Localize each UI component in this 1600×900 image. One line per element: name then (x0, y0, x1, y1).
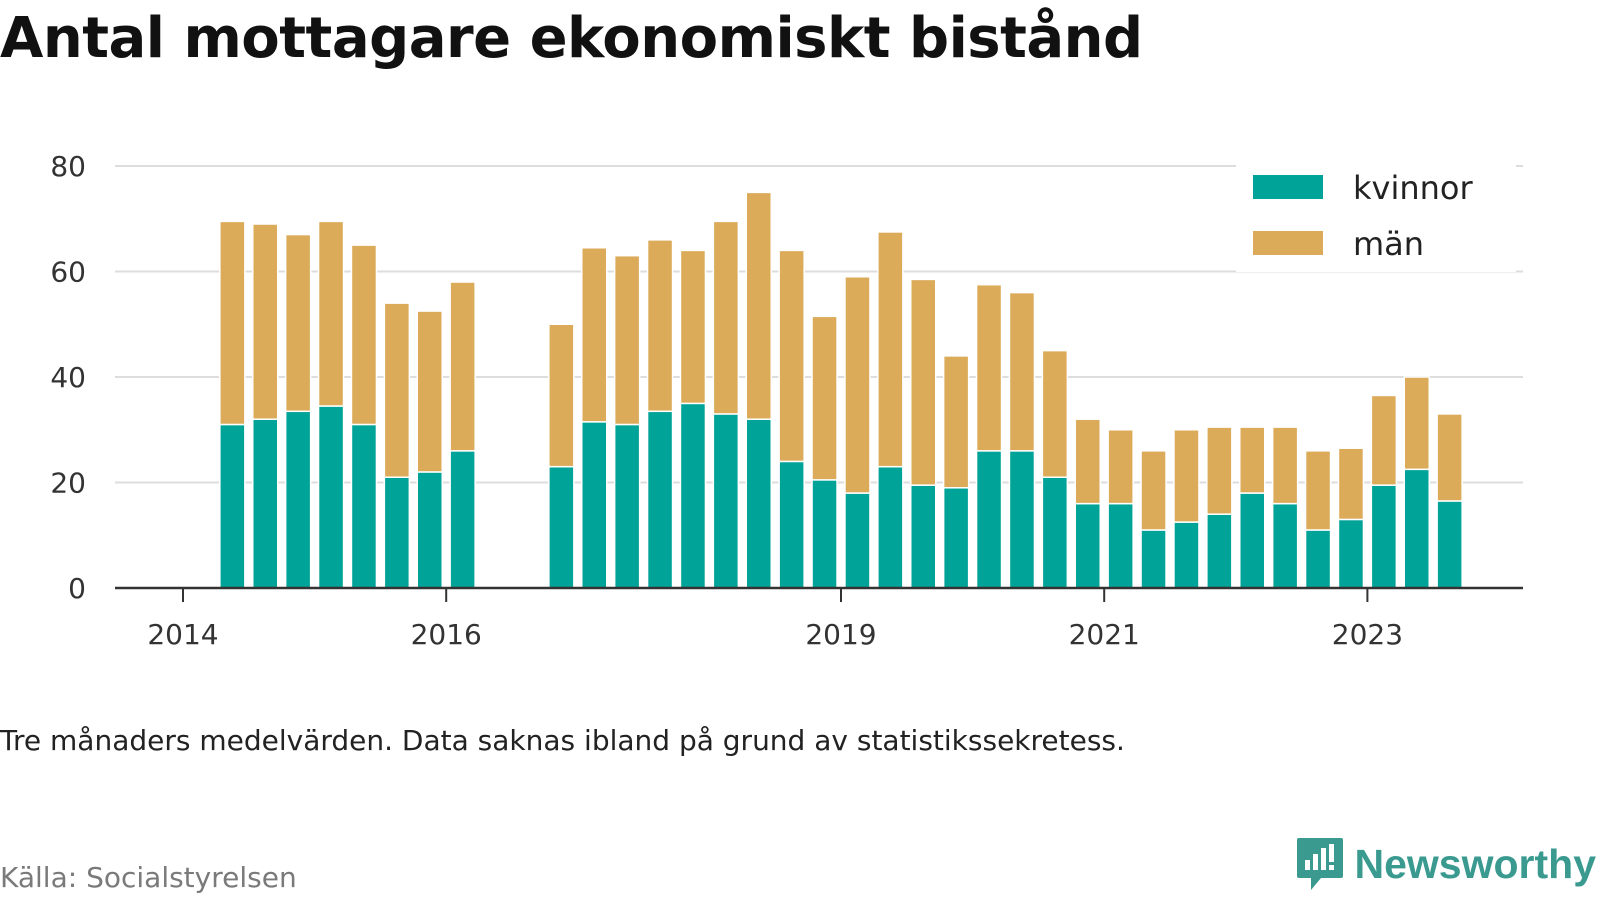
bar-kvinnor-27 (1074, 502, 1101, 589)
bar-kvinnor-29 (1140, 529, 1167, 589)
y-tick-label: 80 (50, 150, 86, 183)
bar-män-35 (1337, 447, 1365, 521)
bar-kvinnor-24 (975, 450, 1003, 589)
bar-kvinnor-37 (1403, 468, 1430, 589)
bar-kvinnor-32 (1239, 492, 1266, 589)
bar-män-12 (581, 247, 608, 423)
bar-män-5 (350, 244, 378, 426)
bar-kvinnor-16 (712, 413, 740, 589)
bar-män-8 (449, 281, 476, 452)
legend-label-män: män (1353, 225, 1424, 263)
bar-män-6 (383, 302, 411, 478)
axes: 0 20 40 60 80 2014 2016 2019 2021 2023 (50, 150, 1523, 651)
bar-män-23 (942, 355, 970, 489)
bar-män-15 (679, 249, 707, 405)
bar-män-32 (1239, 426, 1266, 494)
y-tick-label: 0 (68, 572, 86, 605)
bar-kvinnor-34 (1304, 529, 1332, 589)
y-tick-label: 20 (50, 467, 86, 500)
x-tick-label: 2016 (411, 618, 482, 651)
bar-kvinnor-12 (581, 421, 608, 589)
bar-män-20 (844, 276, 871, 494)
bar-män-27 (1074, 418, 1101, 505)
bar-kvinnor-3 (284, 410, 312, 589)
bar-kvinnor-8 (449, 450, 476, 589)
legend-swatch-män (1253, 231, 1323, 255)
x-tick-label: 2023 (1332, 618, 1403, 651)
bar-män-14 (646, 239, 674, 413)
bar-kvinnor-36 (1370, 484, 1398, 589)
bar-kvinnor-33 (1271, 502, 1299, 589)
legend-swatch-kvinnor (1253, 175, 1323, 199)
x-tick-label: 2019 (805, 618, 876, 651)
bar-kvinnor-25 (1008, 450, 1036, 589)
bar-män-18 (778, 249, 805, 463)
y-tick-label: 60 (50, 256, 86, 289)
bar-kvinnor-13 (613, 423, 641, 589)
bar-män-22 (910, 278, 937, 486)
bar-kvinnor-6 (383, 476, 411, 589)
bar-män-30 (1173, 429, 1200, 523)
bar-kvinnor-17 (745, 418, 772, 589)
bar-kvinnor-31 (1206, 513, 1233, 589)
y-tick-label: 40 (50, 361, 86, 394)
x-tick-label: 2014 (147, 618, 218, 651)
bar-män-31 (1206, 426, 1233, 515)
bar-kvinnor-2 (252, 418, 279, 589)
bar-män-4 (317, 220, 345, 407)
bar-män-11 (548, 323, 575, 468)
bar-kvinnor-14 (646, 410, 674, 589)
bar-män-1 (219, 220, 246, 426)
bar-män-7 (416, 310, 443, 473)
bar-kvinnor-35 (1337, 518, 1365, 589)
bar-män-26 (1041, 349, 1069, 478)
bar-män-3 (284, 233, 312, 413)
legend: kvinnor män (1236, 160, 1516, 272)
chart-title: Antal mottagare ekonomiskt bistånd (0, 6, 1143, 71)
bar-kvinnor-11 (548, 465, 575, 589)
bar-män-19 (811, 315, 838, 481)
bar-kvinnor-19 (811, 479, 838, 589)
bar-män-16 (712, 220, 740, 415)
bar-kvinnor-26 (1041, 476, 1069, 589)
bar-kvinnor-21 (877, 465, 904, 589)
bar-kvinnor-18 (778, 460, 805, 589)
bar-kvinnor-20 (844, 492, 871, 589)
bar-män-17 (745, 191, 772, 420)
bar-män-13 (613, 254, 641, 426)
bar-kvinnor-1 (219, 423, 246, 589)
bar-kvinnor-28 (1107, 502, 1134, 589)
x-tick-label: 2021 (1069, 618, 1140, 651)
bar-män-36 (1370, 394, 1398, 486)
brand-name: Newsworthy (1354, 840, 1597, 887)
bar-kvinnor-22 (910, 484, 937, 589)
bar-män-24 (975, 283, 1003, 452)
bar-män-25 (1008, 291, 1036, 452)
bar-kvinnor-38 (1436, 500, 1463, 589)
stacked-bar-chart: 0 20 40 60 80 2014 2016 2019 2021 2023 kvinnor män (50, 150, 1523, 651)
bar-kvinnor-5 (350, 423, 378, 589)
bar-kvinnor-23 (942, 487, 970, 589)
bar-män-29 (1140, 450, 1167, 531)
bar-kvinnor-30 (1173, 521, 1200, 589)
bar-kvinnor-7 (416, 471, 443, 589)
bar-kvinnor-4 (317, 405, 345, 589)
bar-kvinnor-15 (679, 402, 707, 589)
bar-män-2 (252, 223, 279, 420)
bar-män-34 (1304, 450, 1332, 531)
bar-män-33 (1271, 426, 1299, 505)
source-text: Källa: Socialstyrelsen (0, 861, 297, 894)
brand-logo: Newsworthy (1295, 836, 1597, 892)
newsworthy-logo-icon (1296, 838, 1343, 890)
legend-label-kvinnor: kvinnor (1353, 169, 1474, 207)
bar-män-28 (1107, 429, 1134, 505)
bar-män-21 (877, 231, 904, 468)
chart-note: Tre månaders medelvärden. Data saknas ib… (0, 724, 1125, 757)
bar-män-37 (1403, 376, 1430, 471)
bar-män-38 (1436, 413, 1463, 502)
